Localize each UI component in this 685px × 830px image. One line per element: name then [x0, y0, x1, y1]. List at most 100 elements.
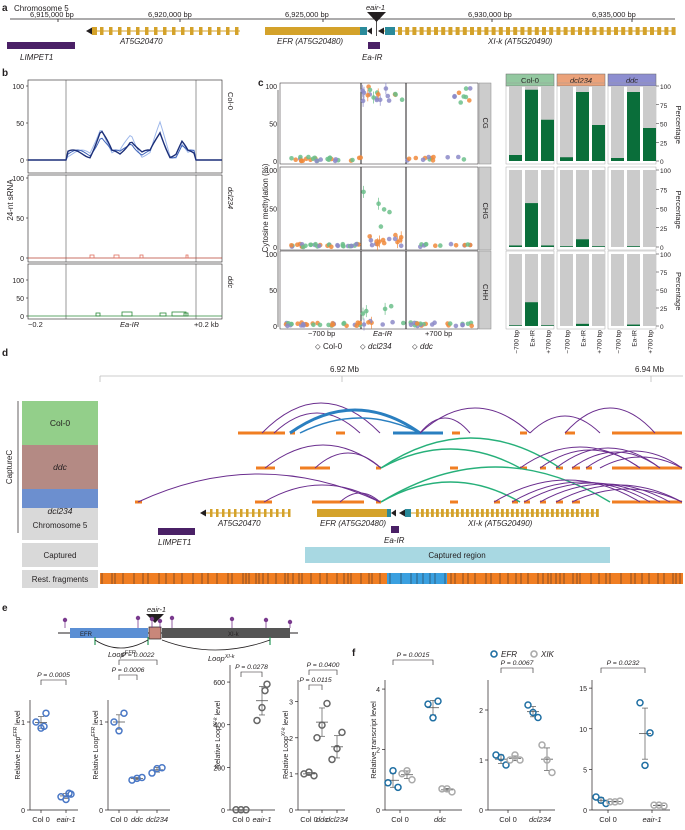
- exon: [448, 27, 453, 35]
- data-point: [110, 718, 118, 726]
- bar-methylated: [509, 245, 522, 247]
- exon: [477, 27, 482, 35]
- exon: [118, 27, 122, 35]
- gene-label: EFR (AT5G20480): [277, 37, 343, 46]
- methylation-point: [433, 243, 438, 248]
- methylation-point: [458, 100, 464, 105]
- exon: [599, 27, 604, 35]
- gene-label: XI-k (AT5G20490): [467, 519, 533, 528]
- genotype-header-label: Col-0: [521, 76, 539, 85]
- exon: [513, 27, 518, 35]
- interaction-arc: [523, 482, 661, 503]
- panel-d: d 6.92 Mb 6.94 Mb CaptureC Col‑0 ddc dcl…: [2, 348, 683, 588]
- exon: [446, 509, 449, 517]
- significance-bracket: [40, 679, 67, 685]
- exon: [585, 27, 590, 35]
- dot-plot: 0 1 Col 0 ddc dcl234 P = 0.0022 P = 0.0006: [99, 652, 170, 824]
- bar-methylated: [627, 246, 640, 247]
- exon: [563, 27, 568, 35]
- gene-EFR-exon: [317, 509, 387, 517]
- methylation-point: [374, 239, 379, 244]
- track-col0-label-bg: [22, 401, 98, 445]
- data-point: [253, 716, 261, 725]
- exon: [561, 509, 564, 517]
- significance-bracket: [118, 659, 158, 665]
- bar-unmethylated: [560, 254, 573, 326]
- data-point: [232, 806, 240, 814]
- exon: [210, 509, 213, 517]
- xik-label: XI-k: [228, 632, 240, 638]
- exon: [591, 509, 594, 517]
- track-label: Col-0: [226, 92, 235, 110]
- data-point: [389, 766, 397, 775]
- data-point: [597, 796, 605, 804]
- exon: [92, 27, 97, 35]
- methylation-point: [390, 319, 395, 325]
- interaction-arc: [585, 450, 683, 469]
- gene-direction-arrow: [399, 509, 405, 517]
- context-tab: [478, 166, 492, 251]
- exon: [421, 509, 424, 517]
- track-label: ddc: [226, 276, 235, 288]
- track-ddc-label-bg: [22, 445, 98, 489]
- x-tick-label: Col 0: [391, 815, 409, 824]
- p-value-label: P = 0.0067: [501, 660, 534, 667]
- y-tick-label: 0: [660, 245, 664, 252]
- bar-methylated: [525, 89, 538, 161]
- x-tick-label: Col 0: [232, 815, 250, 824]
- track-chrom-label-bg: [22, 508, 98, 540]
- data-point: [548, 768, 556, 777]
- plot-frame: [279, 82, 479, 165]
- bar-unmethylated: [560, 86, 573, 161]
- bar-x-label: +700 bp: [546, 330, 553, 354]
- methylation-point: [447, 321, 453, 326]
- exon: [592, 27, 597, 35]
- bar-methylated: [509, 325, 522, 326]
- exon: [216, 509, 219, 517]
- bar-x-label: −700 bp: [514, 330, 521, 354]
- srna-signal-ddc: [121, 311, 133, 317]
- interaction-arc-green: [380, 437, 561, 469]
- data-point: [497, 753, 505, 762]
- x-tick-label: dcl234: [529, 815, 551, 824]
- x-tick-label: Col 0: [599, 815, 617, 824]
- data-point: [65, 789, 73, 798]
- methylation-point: [398, 243, 404, 249]
- methylation-point: [380, 237, 386, 243]
- gene-label: EFR (AT5G20480): [320, 519, 386, 528]
- methylation-point: [341, 320, 347, 326]
- y-axis-label-text: Relative Loop: [215, 726, 222, 769]
- data-point: [602, 799, 610, 808]
- exon: [578, 27, 582, 35]
- panel-d-letter: d: [2, 348, 8, 359]
- restriction-site-head: [229, 616, 235, 622]
- bar-ylabel: Percentage: [674, 272, 683, 310]
- exon: [549, 27, 554, 35]
- axis-label: 6.94 Mb: [635, 365, 664, 374]
- exon: [398, 27, 402, 35]
- methylation-point: [453, 243, 459, 248]
- x-tick-label: Col 0: [499, 815, 517, 824]
- gene-direction-arrow: [200, 509, 206, 517]
- y-tick-label: 1: [289, 772, 293, 779]
- interaction-arc: [419, 407, 531, 434]
- data-point: [394, 783, 402, 792]
- methylation-point: [460, 322, 465, 328]
- y-tick-label: 75: [660, 103, 668, 110]
- track-label: ddc: [53, 462, 67, 472]
- x-tick-label: ddc: [316, 815, 328, 824]
- data-point: [502, 761, 510, 769]
- coord-label: 6,920,000 bp: [148, 10, 192, 19]
- dot-plot: 0 1 Col 0 eair-1 P = 0.0005: [21, 672, 78, 824]
- srna-signal-col0: [28, 130, 222, 161]
- p-value-label: P = 0.0015: [397, 652, 430, 659]
- gene-label: AT5G20470: [119, 37, 163, 46]
- methylation-point: [408, 322, 414, 328]
- track-frame: [27, 174, 223, 263]
- y-tick-label: 4: [376, 687, 380, 694]
- exon: [542, 27, 546, 35]
- y-tick-label: 0: [660, 159, 664, 166]
- legend-label: XIK: [540, 650, 555, 659]
- methylation-point: [349, 243, 354, 249]
- exon: [576, 509, 579, 517]
